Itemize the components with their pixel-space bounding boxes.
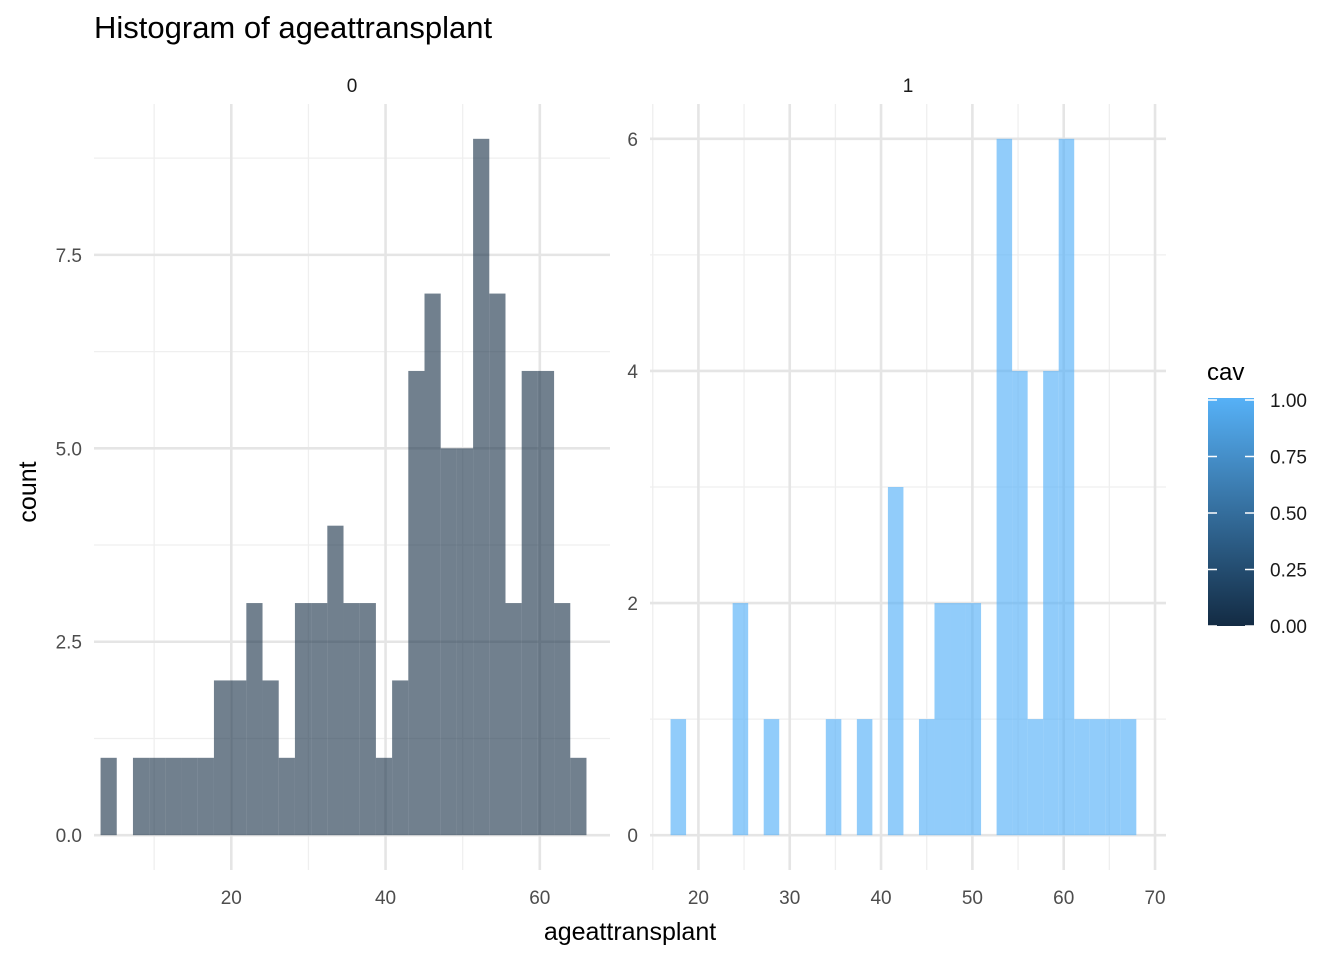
x-tick-label: 70: [1144, 888, 1165, 909]
histogram-bar: [327, 525, 344, 836]
panel-cav-0: 20 40 60 0.0 2.5 5.0 7.5: [56, 104, 610, 909]
histogram-bar: [1027, 719, 1044, 836]
histogram-bar: [489, 293, 506, 836]
histogram-bar: [246, 603, 263, 836]
histogram-bar: [375, 757, 393, 836]
histogram-bar: [1089, 719, 1106, 836]
histogram-bar: [440, 448, 457, 836]
histogram-bar: [950, 603, 966, 836]
histogram-bar: [1074, 719, 1090, 836]
y-tick-label: 0: [627, 826, 638, 847]
histogram-bar: [1043, 370, 1059, 836]
y-tick-label: 0.0: [56, 826, 82, 847]
x-tick-label: 50: [962, 888, 983, 909]
x-tick-label: 40: [870, 888, 891, 909]
facet-label-1: 1: [903, 76, 914, 97]
x-tick-label: 20: [221, 888, 242, 909]
histogram-bar: [732, 603, 749, 836]
histogram-bar: [213, 680, 231, 836]
x-tick-label: 60: [529, 888, 550, 909]
x-tick-label: 60: [1053, 888, 1074, 909]
histogram-bar: [424, 293, 441, 836]
legend-label: 0.25: [1270, 561, 1307, 582]
histogram-bar: [1012, 370, 1028, 836]
histogram-bar: [1058, 138, 1075, 836]
legend-label: 1.00: [1270, 391, 1307, 412]
histogram-bar: [996, 138, 1013, 836]
histogram-bar: [262, 680, 279, 836]
y-tick-label: 7.5: [56, 246, 82, 267]
histogram-bar: [294, 603, 312, 836]
y-tick-label: 5.0: [56, 439, 82, 460]
histogram-bar: [856, 719, 873, 836]
histogram-bar: [1105, 719, 1121, 836]
histogram-bar: [570, 757, 587, 836]
legend-label: 0.50: [1270, 504, 1307, 525]
legend-colorbar: [1208, 398, 1254, 626]
histogram-bar: [473, 138, 490, 836]
histogram-bar: [670, 719, 687, 836]
histogram-bar: [100, 757, 117, 836]
histogram-bar: [165, 757, 182, 836]
histogram-bar: [505, 603, 522, 836]
histogram-bar: [521, 370, 538, 836]
histogram-bar: [918, 719, 935, 836]
histogram-bar: [230, 680, 247, 836]
histogram-bar: [934, 603, 951, 836]
x-tick-label: 40: [375, 888, 396, 909]
histogram-bar: [149, 757, 166, 836]
histogram-bar: [1120, 719, 1137, 836]
x-axis-title: ageattransplant: [544, 918, 716, 946]
x-tick-label: 30: [779, 888, 800, 909]
legend: cav 1.00 0.75 0.50 0.25 0.00: [1207, 359, 1307, 638]
histogram-bar: [132, 757, 150, 836]
histogram-bar: [343, 603, 360, 836]
histogram-bar: [278, 757, 295, 836]
legend-title: cav: [1207, 359, 1244, 386]
histogram-bar: [763, 719, 780, 836]
histogram-bar: [537, 370, 555, 836]
legend-label: 0.75: [1270, 448, 1307, 469]
histogram-bar: [359, 603, 376, 836]
histogram-bar: [181, 757, 198, 836]
histogram-bar: [311, 603, 328, 836]
histogram-bar: [887, 487, 904, 836]
chart-title: Histogram of ageattransplant: [94, 10, 492, 45]
histogram-bar: [392, 680, 409, 836]
panel-cav-1: 20 30 40 50 60 70 0 2 4 6: [627, 104, 1166, 909]
facet-label-0: 0: [347, 76, 358, 97]
y-tick-label: 2.5: [56, 633, 82, 654]
histogram-bar: [554, 603, 571, 836]
histogram-bar: [825, 719, 842, 836]
y-tick-label: 6: [627, 130, 638, 151]
y-tick-label: 2: [627, 594, 638, 615]
x-tick-label: 20: [688, 888, 709, 909]
histogram-bar: [197, 757, 214, 836]
legend-label: 0.00: [1270, 617, 1307, 638]
histogram-bar: [456, 448, 474, 836]
histogram-bar: [408, 370, 425, 836]
y-tick-label: 4: [627, 362, 638, 383]
y-axis-title: count: [14, 461, 42, 522]
histogram-bar: [965, 603, 982, 836]
